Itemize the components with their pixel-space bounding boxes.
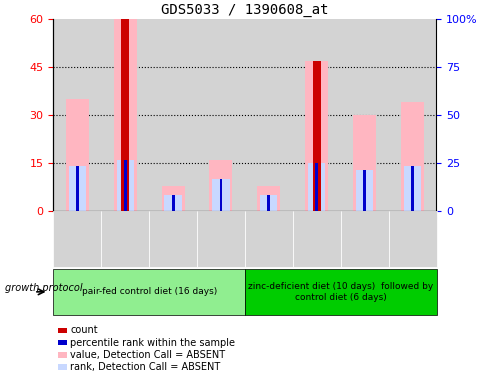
Bar (164, 195, 182, 211)
Bar (307, 163, 325, 211)
Bar (304, 61, 328, 211)
Text: pair-fed control diet (16 days): pair-fed control diet (16 days) (81, 287, 216, 296)
Bar (403, 166, 420, 211)
Bar (267, 195, 270, 211)
Bar (312, 61, 320, 211)
Bar (260, 195, 277, 211)
Text: zinc-deficient diet (10 days)  followed by
control diet (6 days): zinc-deficient diet (10 days) followed b… (248, 282, 432, 301)
Bar (113, 19, 136, 211)
Bar (219, 179, 222, 211)
Bar (212, 179, 229, 211)
Text: count: count (70, 325, 98, 335)
Bar (123, 160, 126, 211)
Bar (244, 19, 292, 211)
Bar (292, 19, 340, 211)
Bar (363, 170, 365, 211)
Bar (69, 166, 86, 211)
Bar (53, 19, 101, 211)
Bar (388, 19, 436, 211)
Bar (257, 185, 280, 211)
Bar (66, 99, 89, 211)
Text: rank, Detection Call = ABSENT: rank, Detection Call = ABSENT (70, 362, 220, 372)
Bar (340, 19, 388, 211)
Bar (197, 19, 244, 211)
Bar (352, 115, 376, 211)
Title: GDS5033 / 1390608_at: GDS5033 / 1390608_at (161, 3, 328, 17)
Text: value, Detection Call = ABSENT: value, Detection Call = ABSENT (70, 350, 225, 360)
Bar (76, 166, 78, 211)
Bar (121, 19, 129, 211)
Text: percentile rank within the sample: percentile rank within the sample (70, 338, 235, 348)
Bar (355, 170, 373, 211)
Bar (171, 195, 174, 211)
Bar (149, 19, 197, 211)
Bar (116, 160, 134, 211)
Bar (161, 185, 184, 211)
Bar (315, 163, 318, 211)
Text: growth protocol: growth protocol (5, 283, 82, 293)
Bar (400, 103, 423, 211)
Bar (209, 160, 232, 211)
Bar (101, 19, 149, 211)
Bar (410, 166, 413, 211)
